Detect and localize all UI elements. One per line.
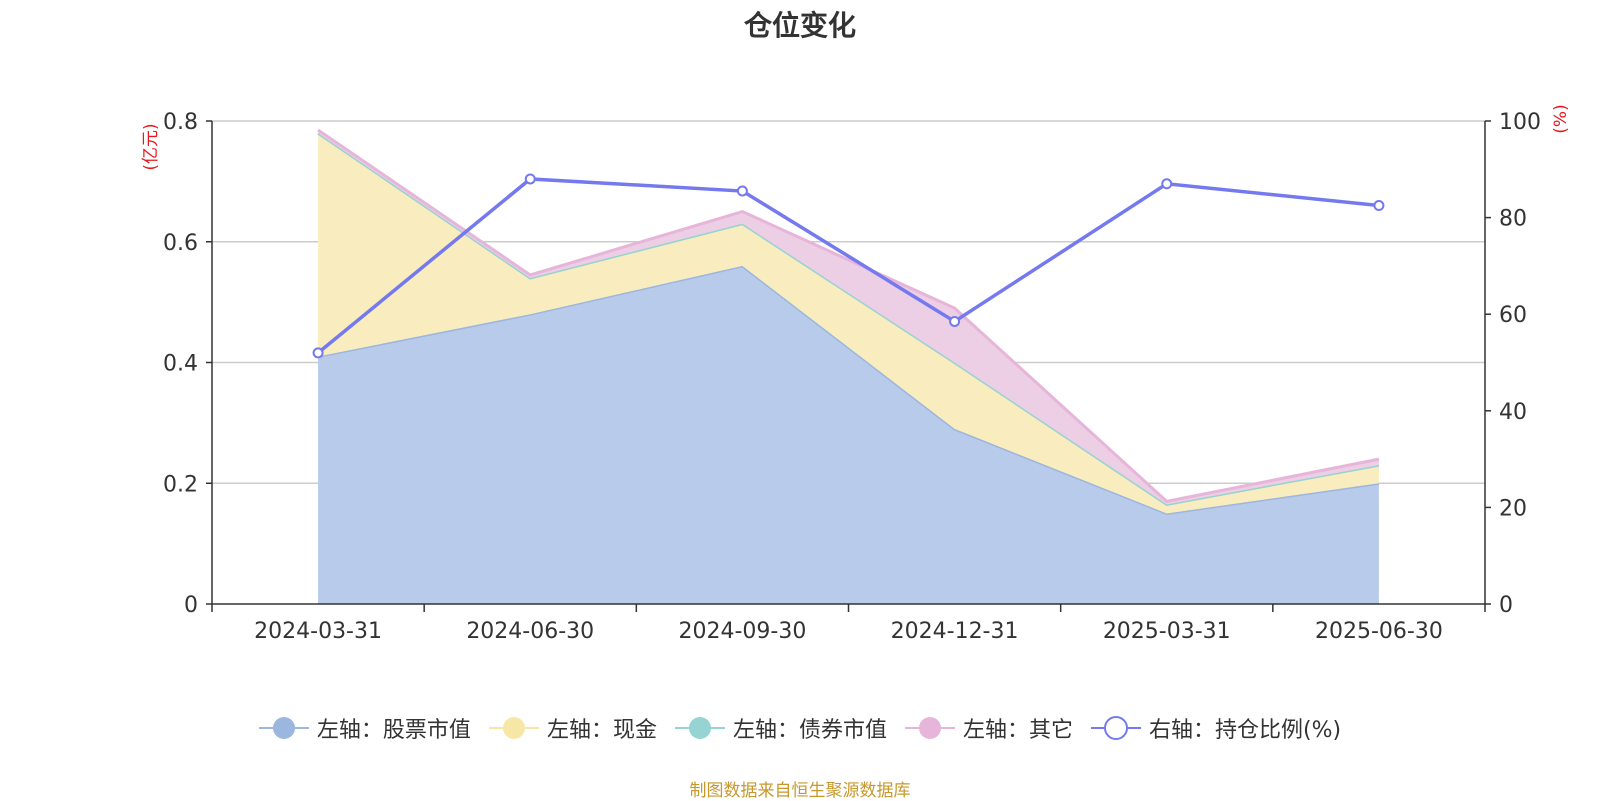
right-tick-label: 60	[1499, 303, 1527, 328]
axes	[206, 120, 1491, 612]
area-左轴：股票市值	[318, 265, 1379, 604]
right-axis-unit: (%)	[1551, 104, 1571, 133]
legend-item[interactable]: 左轴：其它	[904, 712, 1073, 744]
left-tick-label: 0.4	[163, 352, 198, 377]
x-tick-label: 2024-03-31	[254, 619, 382, 644]
line-右轴：持仓比例(%)	[316, 177, 1380, 355]
legend-marker	[904, 717, 955, 739]
line-point	[1373, 200, 1385, 212]
legend-label: 左轴：股票市值	[316, 718, 471, 743]
line-point	[949, 315, 961, 327]
tick-labels: 0 0.2 0.4 0.6 0.8 0 20 40 60 80 100 2024-03-31 2024-…	[141, 104, 1571, 644]
line-point	[312, 347, 324, 359]
line-series-layer	[312, 173, 1385, 359]
legend-marker	[258, 717, 309, 739]
legend-label: 左轴：现金	[546, 718, 657, 743]
source-note: 制图数据来自恒生聚源数据库	[689, 781, 911, 801]
legend-item[interactable]: 左轴：现金	[488, 712, 657, 744]
area-series-layer	[317, 128, 1380, 604]
area-line-左轴：其它	[317, 128, 1380, 503]
right-tick-label: 0	[1499, 593, 1513, 618]
legend-label: 右轴：持仓比例(%)	[1148, 718, 1342, 743]
legend-item[interactable]: 右轴：持仓比例(%)	[1090, 712, 1342, 744]
x-tick-label: 2024-06-30	[466, 619, 594, 644]
x-tick-label: 2024-12-31	[891, 619, 1019, 644]
left-tick-label: 0	[184, 593, 198, 618]
legend-marker	[674, 717, 725, 739]
x-tick-label: 2025-06-30	[1315, 619, 1443, 644]
left-axis-unit: (亿元)	[141, 123, 161, 170]
line-point	[524, 173, 536, 185]
left-tick-label: 0.2	[163, 472, 198, 497]
area-左轴：现金	[318, 133, 1379, 514]
legend-item[interactable]: 左轴：股票市值	[258, 712, 471, 744]
legend-label: 左轴：其它	[962, 718, 1073, 743]
right-tick-label: 100	[1499, 110, 1541, 135]
right-tick-label: 20	[1499, 496, 1527, 521]
left-tick-label: 0.6	[163, 231, 198, 256]
legend-label: 左轴：债券市值	[732, 718, 887, 743]
right-tick-label: 40	[1499, 400, 1527, 425]
legend-marker	[488, 717, 539, 739]
chart-title: 仓位变化	[743, 9, 856, 42]
area-line-左轴：债券市值	[317, 131, 1380, 506]
legend: 左轴：股票市值 左轴：现金 左轴：债券市值 左轴：其它 右轴：持仓比例(%)	[0, 712, 1600, 744]
legend-marker	[1090, 716, 1141, 740]
chart: 0 0.2 0.4 0.6 0.8 0 20 40 60 80 100 2024-03-31 2024-…	[141, 104, 1571, 644]
line-point	[736, 185, 748, 197]
x-tick-label: 2025-03-31	[1103, 619, 1231, 644]
x-tick-label: 2024-09-30	[678, 619, 806, 644]
left-tick-label: 0.8	[163, 110, 198, 135]
line-point	[1161, 178, 1173, 190]
legend-item[interactable]: 左轴：债券市值	[674, 712, 887, 744]
right-tick-label: 80	[1499, 207, 1527, 232]
